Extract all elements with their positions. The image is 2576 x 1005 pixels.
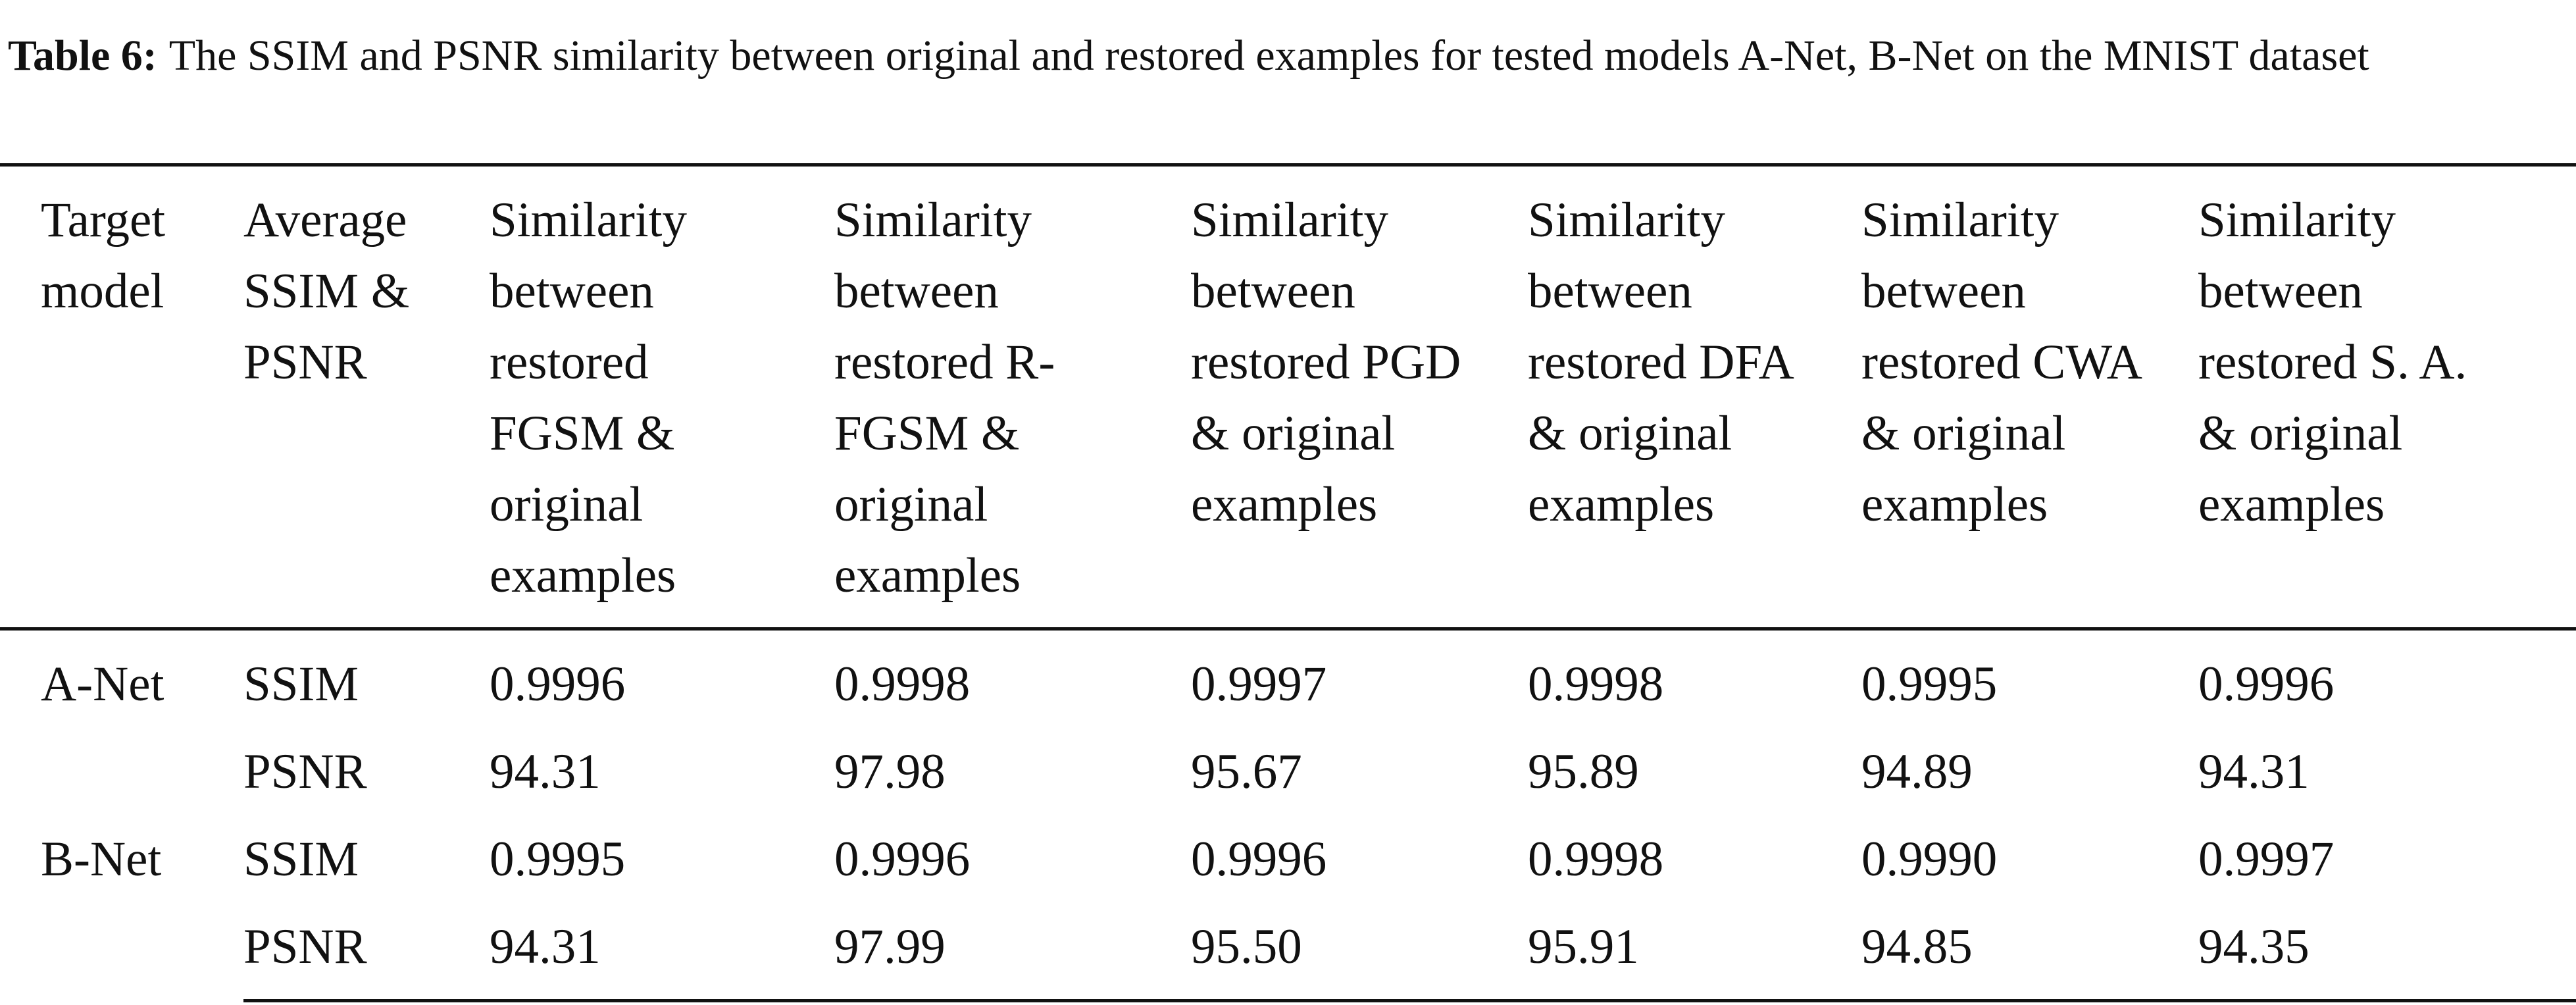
value-cell: 0.9995 — [490, 832, 626, 887]
column-header: Similarity between restored S. A. & orig… — [2198, 163, 2576, 631]
value-cell: 0.9998 — [1528, 832, 1664, 887]
metric-cell: SSIM — [243, 832, 359, 887]
value-cell: 94.89 — [1861, 744, 1973, 799]
results-table: Target model Average SSIM & PSNR Similarit… — [0, 163, 2576, 1002]
metric-cell: SSIM — [243, 657, 359, 711]
model-cell: A-Net — [41, 657, 164, 711]
value-cell: 95.50 — [1191, 903, 1528, 1002]
value-cell: 0.9996 — [490, 657, 626, 711]
value-cell: 97.99 — [834, 903, 1191, 1002]
column-header: Similarity between restored FGSM & origi… — [490, 163, 834, 631]
column-header: Similarity between restored DFA & origin… — [1528, 163, 1861, 631]
value-cell: 95.67 — [1191, 744, 1302, 799]
value-cell: 0.9997 — [2198, 832, 2335, 887]
value-cell: 94.31 — [2198, 744, 2310, 799]
column-header: Average SSIM & PSNR — [243, 163, 490, 631]
data-row: PSNR 94.31 97.99 95.50 95.91 94.85 94.35 — [0, 903, 2576, 1002]
table-body: A-Net SSIM 0.9996 0.9998 0.9997 0.9998 0.9995 0… — [0, 629, 2576, 1002]
caption-label: Table 6: — [8, 32, 157, 80]
table-header: Target model Average SSIM & PSNR Similarit… — [0, 163, 2576, 631]
column-header: Similarity between restored CWA & origin… — [1861, 163, 2198, 631]
data-row: A-Net SSIM 0.9996 0.9998 0.9997 0.9998 0.9995 0… — [0, 629, 2576, 729]
column-header: Similarity between restored R-FGSM & ori… — [834, 163, 1191, 631]
caption-text: The SSIM and PSNR similarity between ori… — [168, 32, 2369, 80]
header-row: Target model Average SSIM & PSNR Similarit… — [0, 163, 2576, 631]
value-cell: 0.9997 — [1191, 657, 1327, 711]
table-caption: Table 6: The SSIM and PSNR similarity bet… — [8, 33, 2571, 79]
value-cell: 94.35 — [2198, 903, 2576, 1002]
value-cell: 95.91 — [1528, 903, 1861, 1002]
value-cell: 0.9995 — [1861, 657, 1998, 711]
value-cell: 0.9996 — [1191, 832, 1327, 887]
value-cell: 0.9998 — [1528, 657, 1664, 711]
value-cell: 0.9998 — [834, 657, 971, 711]
value-cell: 0.9996 — [834, 832, 971, 887]
model-cell: B-Net — [41, 832, 162, 887]
value-cell: 94.31 — [490, 903, 834, 1002]
value-cell: 0.9990 — [1861, 832, 1998, 887]
metric-cell: PSNR — [243, 903, 490, 1002]
value-cell: 94.31 — [490, 744, 601, 799]
value-cell: 94.85 — [1861, 903, 2198, 1002]
data-row: B-Net SSIM 0.9995 0.9996 0.9996 0.9998 0.9990 0… — [0, 815, 2576, 903]
data-row: PSNR 94.31 97.98 95.67 95.89 94.89 94.31 — [0, 728, 2576, 815]
value-cell: 97.98 — [834, 744, 946, 799]
value-cell: 0.9996 — [2198, 657, 2335, 711]
metric-cell: PSNR — [243, 744, 367, 799]
column-header: Similarity between restored PGD & origin… — [1191, 163, 1528, 631]
value-cell: 95.89 — [1528, 744, 1639, 799]
column-header: Target model — [0, 163, 243, 631]
